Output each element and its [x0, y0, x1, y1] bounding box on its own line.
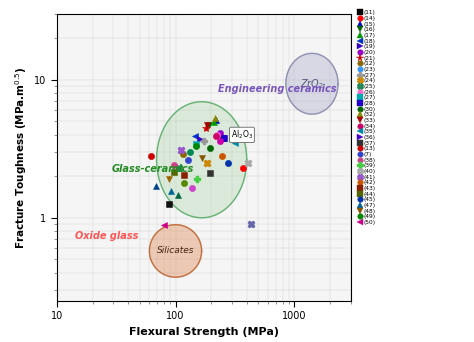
X-axis label: Flexural Strength (MPa): Flexural Strength (MPa)	[129, 327, 279, 337]
Text: Engineering ceramics: Engineering ceramics	[218, 84, 337, 94]
Text: Oxide glass: Oxide glass	[75, 231, 138, 241]
Polygon shape	[156, 102, 246, 218]
Text: Silicates: Silicates	[157, 247, 194, 255]
Y-axis label: Fracture Toughness (MPa.m$^{0.5}$): Fracture Toughness (MPa.m$^{0.5}$)	[13, 66, 28, 249]
Text: Al$_2$O$_3$: Al$_2$O$_3$	[231, 129, 253, 141]
Text: Glass-ceramics: Glass-ceramics	[111, 165, 194, 174]
Polygon shape	[149, 225, 201, 277]
Text: ZrO$_2$: ZrO$_2$	[300, 77, 324, 91]
Legend: (11), (14), (15), (16), (17), (18), (19), (20), (21), (12), (23), (27), (24), (2: (11), (14), (15), (16), (17), (18), (19)…	[356, 10, 376, 226]
Polygon shape	[286, 53, 338, 114]
